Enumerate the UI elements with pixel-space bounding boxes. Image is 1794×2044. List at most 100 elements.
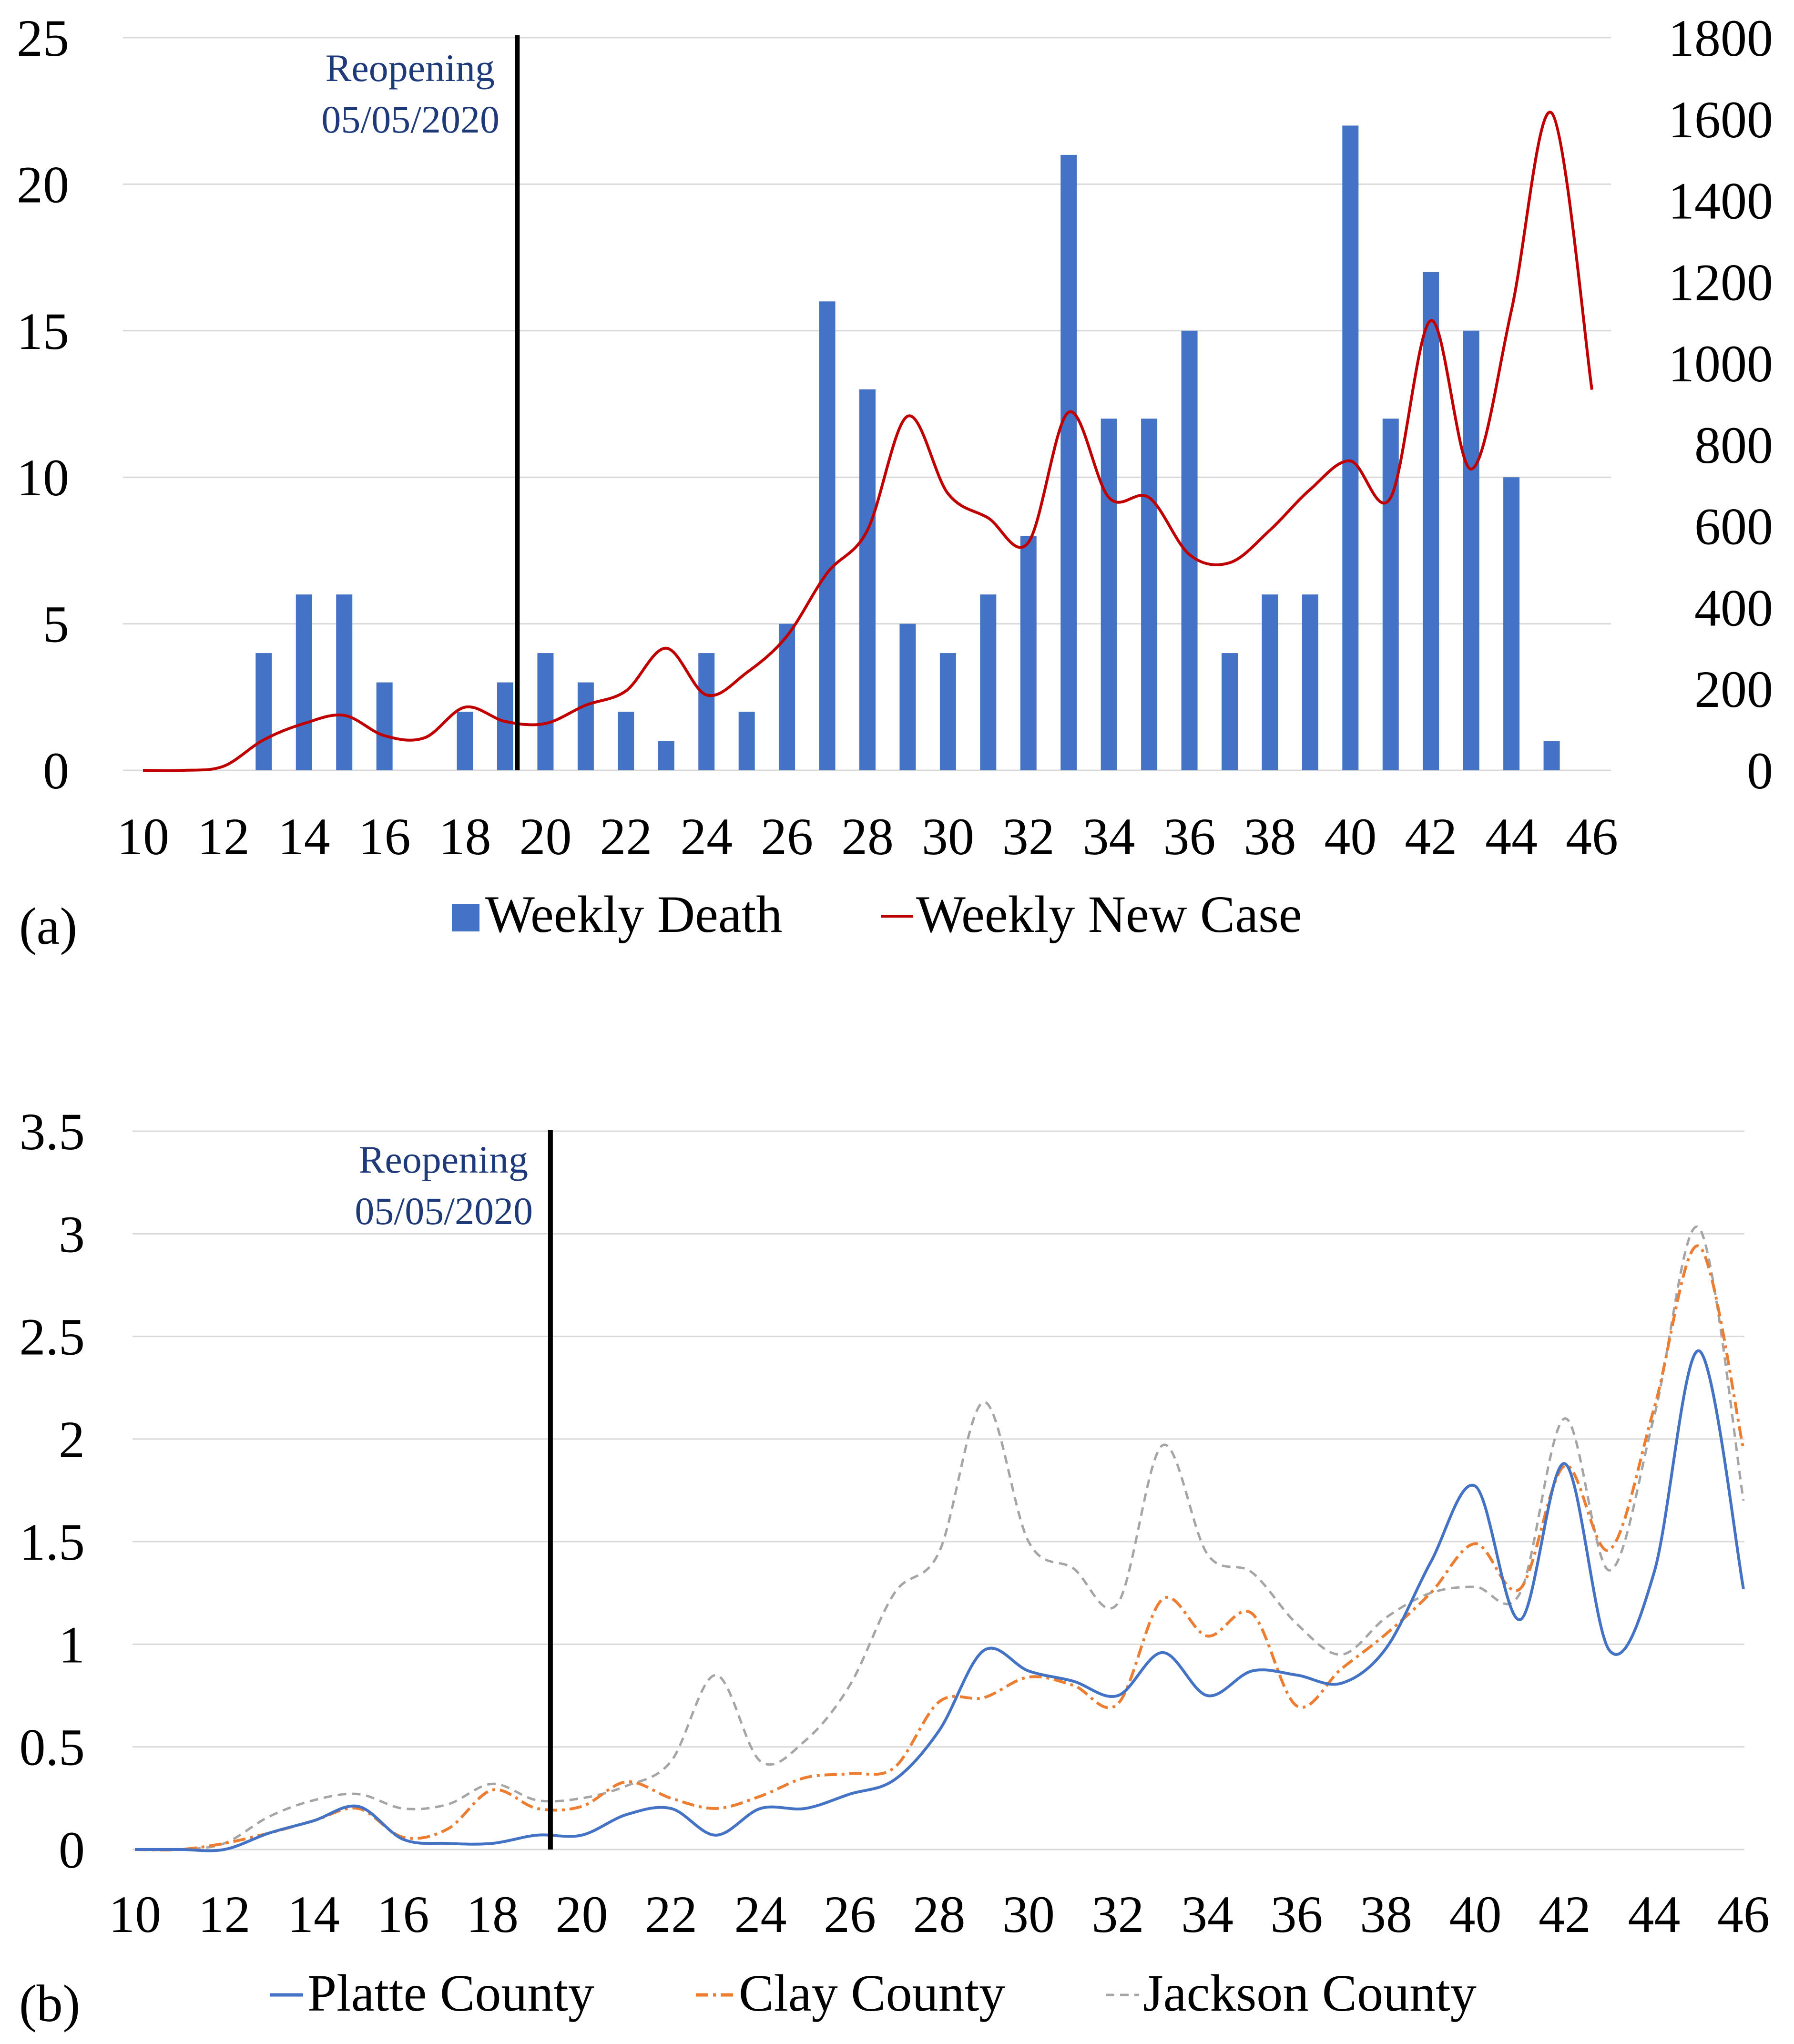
bar-weekly-death-week-25 bbox=[738, 712, 755, 770]
bar-weekly-death-week-15 bbox=[336, 594, 353, 770]
panel-a-right-tick-label: 1600 bbox=[1668, 91, 1773, 149]
panel-a-x-tick-label: 42 bbox=[1405, 807, 1457, 866]
panel-a-x-tick-label: 22 bbox=[600, 807, 652, 866]
panel-b-x-tick-label: 34 bbox=[1181, 1885, 1233, 1943]
panel-a-x-tick-label: 28 bbox=[841, 807, 894, 866]
panel-a-x-tick-label: 10 bbox=[117, 807, 169, 866]
panel-a-x-tick-label: 26 bbox=[761, 807, 813, 866]
panel-a-x-tick-label: 18 bbox=[439, 807, 491, 866]
panel-a-chart: Reopening 05/05/2020 0 5 10 15 20 25 0 200 400 60… bbox=[17, 9, 1773, 955]
panel-b-y-tick-label: 1 bbox=[59, 1615, 85, 1674]
panel-a-x-tick-label: 14 bbox=[278, 807, 330, 866]
panel-b-x-tick-label: 42 bbox=[1539, 1885, 1591, 1943]
panel-a-right-tick-label: 1200 bbox=[1668, 253, 1773, 311]
panel-a-left-tick-label: 0 bbox=[43, 742, 69, 800]
panel-a-left-tick-label: 5 bbox=[43, 595, 69, 654]
panel-b-x-tick-label: 20 bbox=[556, 1885, 608, 1943]
panel-b-gridlines bbox=[133, 1130, 1744, 1850]
bar-weekly-death-week-31 bbox=[980, 594, 997, 770]
bar-weekly-death-week-29 bbox=[899, 623, 916, 770]
panel-a-right-tick-label: 1800 bbox=[1668, 9, 1773, 67]
bar-weekly-death-week-16 bbox=[376, 682, 393, 770]
bar-weekly-death-week-32 bbox=[1020, 536, 1037, 770]
legend-weekly-death-label: Weekly Death bbox=[485, 885, 782, 943]
panel-a-legend: Weekly Death Weekly New Case bbox=[452, 885, 1302, 943]
bar-weekly-death-week-28 bbox=[859, 389, 876, 770]
panel-b-x-tick-label: 12 bbox=[198, 1885, 251, 1943]
panel-b-x-tick-label: 46 bbox=[1717, 1885, 1770, 1943]
bar-weekly-death-week-40 bbox=[1342, 125, 1359, 771]
legend-weekly-new-case-label: Weekly New Case bbox=[916, 885, 1302, 943]
panel-b-x-tick-label: 40 bbox=[1449, 1885, 1502, 1943]
bar-weekly-death-week-37 bbox=[1222, 653, 1238, 770]
panel-a-right-tick-label: 800 bbox=[1694, 416, 1773, 474]
panel-a-left-tick-label: 25 bbox=[17, 9, 69, 67]
bar-weekly-death-week-42 bbox=[1423, 272, 1439, 770]
panel-a-axes: 0 5 10 15 20 25 0 200 400 600 800 1000 1200 1400 1600 1… bbox=[17, 9, 1773, 866]
bar-weekly-death-week-18 bbox=[457, 712, 473, 770]
bar-weekly-death-week-27 bbox=[819, 301, 836, 770]
panel-a-bars bbox=[255, 125, 1560, 771]
bar-weekly-death-week-44 bbox=[1503, 477, 1520, 770]
panel-a-right-tick-label: 1400 bbox=[1668, 172, 1773, 230]
panel-b-reopening-date: 05/05/2020 bbox=[355, 1189, 533, 1233]
panel-a-x-tick-label: 34 bbox=[1083, 807, 1135, 866]
bar-weekly-death-week-33 bbox=[1060, 154, 1077, 770]
panel-b-reopening-label: Reopening bbox=[359, 1138, 528, 1181]
panel-b-x-tick-label: 18 bbox=[466, 1885, 519, 1943]
bar-weekly-death-week-22 bbox=[618, 712, 634, 770]
bar-weekly-death-week-24 bbox=[698, 653, 715, 770]
panel-b-axes: 0 0.5 1 1.5 2 2.5 3 3.5 10 12 14 16 18 20 22 24 26 28 30 32… bbox=[20, 1103, 1770, 1943]
line-jackson-county bbox=[134, 1225, 1745, 1851]
panel-a-x-tick-label: 46 bbox=[1566, 807, 1618, 866]
panel-b-chart: Reopening 05/05/2020 0 0.5 1 1.5 2 2.5 3 3.5 10 1… bbox=[19, 1103, 1770, 2033]
panel-a-right-tick-label: 200 bbox=[1694, 660, 1773, 718]
line-clay-county bbox=[134, 1244, 1745, 1851]
panel-a-x-tick-label: 40 bbox=[1324, 807, 1376, 866]
panel-b-x-tick-label: 28 bbox=[913, 1885, 966, 1943]
panel-b-x-tick-label: 38 bbox=[1360, 1885, 1412, 1943]
legend-clay-county-label: Clay County bbox=[739, 1964, 1005, 2022]
panel-a-right-tick-label: 0 bbox=[1747, 742, 1773, 800]
panel-a-left-tick-label: 10 bbox=[17, 449, 69, 507]
panel-b-x-tick-label: 22 bbox=[645, 1885, 697, 1943]
panel-b-y-tick-label: 2.5 bbox=[20, 1308, 85, 1366]
panel-a-x-tick-label: 32 bbox=[1002, 807, 1055, 866]
panel-b-x-tick-label: 30 bbox=[1002, 1885, 1055, 1943]
panel-b-y-tick-label: 2 bbox=[59, 1410, 85, 1469]
panel-b-legend: Platte County Clay County Jackson County bbox=[270, 1964, 1477, 2022]
panel-b-y-tick-label: 3 bbox=[59, 1205, 85, 1263]
bar-weekly-death-week-14 bbox=[296, 594, 312, 770]
bar-weekly-death-week-23 bbox=[658, 741, 674, 770]
panel-a-x-tick-label: 30 bbox=[922, 807, 974, 866]
panel-a-x-tick-label: 16 bbox=[358, 807, 411, 866]
bar-weekly-death-week-45 bbox=[1543, 741, 1560, 770]
legend-weekly-death-swatch bbox=[452, 904, 479, 931]
bar-weekly-death-week-19 bbox=[497, 682, 513, 770]
panel-b-y-tick-label: 3.5 bbox=[20, 1103, 85, 1161]
panel-b-y-tick-label: 0.5 bbox=[20, 1718, 85, 1777]
panel-b-x-tick-label: 24 bbox=[734, 1885, 787, 1943]
panel-a-x-tick-label: 20 bbox=[519, 807, 571, 866]
panel-a-lines bbox=[143, 111, 1593, 772]
panel-a-reopening-marker: Reopening 05/05/2020 bbox=[321, 35, 520, 770]
panel-a-label: (a) bbox=[19, 897, 77, 955]
panel-a-x-tick-label: 38 bbox=[1244, 807, 1296, 866]
bar-weekly-death-week-30 bbox=[939, 653, 956, 770]
bar-weekly-death-week-39 bbox=[1302, 594, 1318, 770]
panel-b-x-tick-label: 16 bbox=[377, 1885, 429, 1943]
panel-a-right-tick-label: 600 bbox=[1694, 498, 1773, 556]
panel-b-x-tick-label: 10 bbox=[109, 1885, 161, 1943]
bar-weekly-death-week-35 bbox=[1141, 419, 1158, 770]
panel-b-x-tick-label: 44 bbox=[1628, 1885, 1681, 1943]
panel-b-x-tick-label: 26 bbox=[824, 1885, 876, 1943]
panel-a-right-tick-label: 1000 bbox=[1668, 335, 1773, 393]
panel-b-x-tick-label: 36 bbox=[1271, 1885, 1323, 1943]
panel-a-right-tick-label: 400 bbox=[1694, 579, 1773, 637]
line-weekly-new-case bbox=[143, 111, 1593, 772]
panel-a-reopening-label: Reopening bbox=[326, 46, 495, 90]
panel-a-x-tick-label: 24 bbox=[680, 807, 733, 866]
bar-weekly-death-week-21 bbox=[577, 682, 594, 770]
bar-weekly-death-week-43 bbox=[1463, 330, 1479, 770]
bar-weekly-death-week-26 bbox=[779, 623, 795, 770]
